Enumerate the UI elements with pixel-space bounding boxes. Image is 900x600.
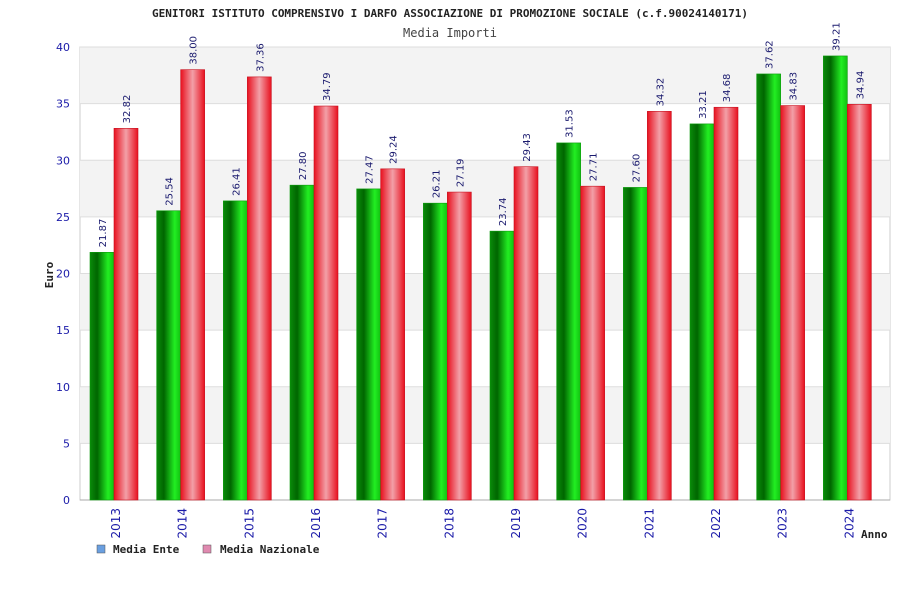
x-tick-label: 2020 (576, 508, 590, 539)
grid-band (80, 47, 890, 104)
bar-media-ente-2019 (489, 230, 515, 501)
bar-media-nazionale-2022 (713, 106, 739, 501)
grid-band (80, 386, 890, 444)
bar-media-nazionale-2016 (313, 105, 339, 501)
bar-media-ente-2016 (289, 184, 315, 501)
data-label: 29.24 (389, 135, 400, 164)
chart-title: GENITORI ISTITUTO COMPRENSIVO I DARFO AS… (152, 7, 748, 20)
data-label: 23.74 (498, 198, 509, 227)
bar-media-ente-2018 (423, 202, 448, 501)
data-label: 31.53 (565, 109, 576, 138)
data-label: 25.54 (165, 177, 176, 206)
data-label: 27.80 (298, 152, 309, 181)
data-label: 29.43 (522, 133, 533, 162)
bar-media-ente-2014 (156, 210, 181, 501)
y-tick-label: 30 (56, 154, 70, 167)
legend-label-media-nazionale: Media Nazionale (220, 543, 320, 556)
x-tick-label: 2017 (376, 508, 390, 539)
bar-media-ente-2022 (689, 123, 715, 501)
bar-media-nazionale-2015 (247, 76, 272, 501)
bar-media-nazionale-2014 (180, 69, 205, 501)
bar-media-nazionale-2023 (780, 105, 805, 501)
x-tick-label: 2015 (242, 508, 256, 539)
x-tick-label: 2014 (176, 508, 190, 539)
data-label: 27.19 (455, 158, 466, 187)
data-label: 34.94 (855, 71, 866, 100)
y-axis-ticks: 0 5 10 15 20 25 30 35 40 (56, 41, 70, 507)
bar-media-ente-2017 (356, 188, 381, 501)
y-tick-label: 5 (63, 437, 70, 450)
bar-media-nazionale-2018 (447, 191, 472, 501)
bar-media-nazionale-2019 (513, 166, 539, 501)
x-tick-label: 2016 (309, 508, 323, 539)
y-tick-label: 25 (56, 211, 70, 224)
bar-media-nazionale-2013 (113, 128, 139, 501)
data-label: 37.62 (765, 40, 776, 69)
data-label: 32.82 (122, 95, 133, 124)
bar-media-ente-2023 (756, 73, 781, 501)
data-label: 26.21 (431, 170, 442, 199)
legend-swatch-media-ente (96, 544, 106, 554)
y-tick-label: 15 (56, 324, 70, 337)
data-label: 34.32 (655, 78, 666, 107)
data-label: 38.00 (189, 36, 200, 65)
x-tick-label: 2013 (109, 508, 123, 539)
data-label: 39.21 (831, 22, 842, 51)
x-tick-label: 2018 (442, 508, 456, 539)
bar-media-nazionale-2024 (847, 104, 872, 501)
x-tick-label: 2021 (642, 508, 656, 539)
y-axis-label: Euro (43, 261, 56, 288)
bar-media-ente-2021 (623, 187, 648, 501)
data-label: 26.41 (231, 167, 242, 196)
y-tick-label: 0 (63, 494, 70, 507)
legend-label-media-ente: Media Ente (113, 543, 180, 556)
bar-media-nazionale-2021 (647, 111, 672, 501)
bar-media-ente-2020 (556, 142, 581, 501)
x-tick-label: 2023 (776, 508, 790, 539)
legend: Media Ente Media Nazionale (96, 543, 320, 556)
grid-band (80, 273, 890, 331)
bar-media-nazionale-2017 (380, 168, 405, 501)
x-tick-label: 2024 (842, 508, 856, 539)
data-label: 27.47 (365, 155, 376, 184)
y-tick-label: 40 (56, 41, 70, 54)
data-labels-group: 21.87 32.82 25.54 38.00 26.41 37.36 27.80 34.79… (98, 22, 866, 247)
y-tick-label: 35 (56, 98, 70, 111)
data-label: 21.87 (98, 219, 109, 248)
data-label: 34.83 (789, 72, 800, 101)
legend-swatch-media-nazionale (202, 544, 212, 554)
data-label: 27.71 (589, 153, 600, 182)
bar-media-ente-2013 (89, 252, 115, 501)
y-tick-label: 20 (56, 268, 70, 281)
data-label: 33.21 (698, 90, 709, 119)
chart-subtitle: Media Importi (403, 26, 497, 40)
x-axis-label: Anno (861, 528, 888, 541)
y-tick-label: 10 (56, 381, 70, 394)
data-label: 37.36 (255, 43, 266, 72)
data-label: 27.60 (631, 154, 642, 183)
x-axis-ticks: 2013 2014 2015 2016 2017 2018 2019 2020 2021 2022… (109, 508, 856, 539)
bar-media-nazionale-2020 (580, 185, 605, 501)
data-label: 34.68 (722, 74, 733, 103)
x-tick-label: 2022 (709, 508, 723, 539)
grid-band (80, 160, 890, 217)
x-tick-label: 2019 (509, 508, 523, 539)
data-label: 34.79 (322, 72, 333, 101)
plot-background (79, 46, 891, 501)
bar-media-ente-2024 (823, 55, 848, 501)
bar-media-ente-2015 (223, 200, 248, 501)
bars-group (89, 55, 872, 501)
